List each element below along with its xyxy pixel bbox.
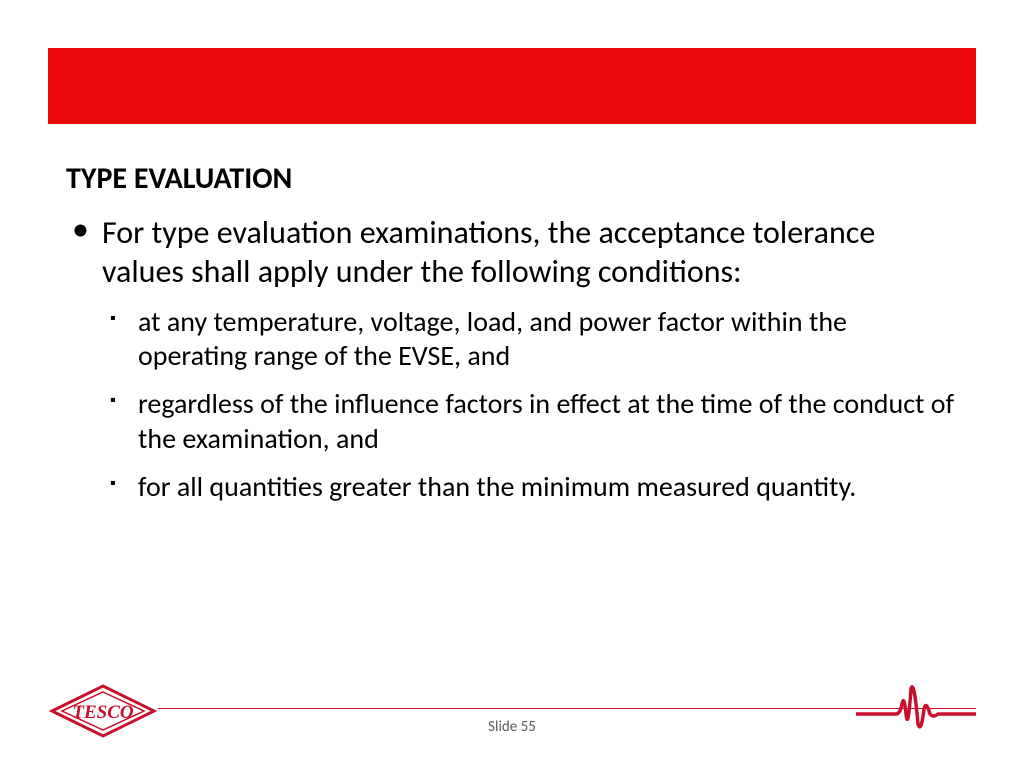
bullet-text: For type evaluation examinations, the ac… xyxy=(102,213,875,291)
sub-bullet-text: regardless of the influence factors in e… xyxy=(138,386,954,455)
sub-bullet-item: regardless of the influence factors in e… xyxy=(102,387,958,455)
sub-bullet-text: for all quantities greater than the mini… xyxy=(138,469,856,504)
sub-bullet-item: for all quantities greater than the mini… xyxy=(102,470,958,504)
slide-number: Slide 55 xyxy=(48,718,976,736)
footer: TESCO Slide 55 xyxy=(48,678,976,738)
sub-bullet-item: at any temperature, voltage, load, and p… xyxy=(102,305,958,373)
sub-bullet-text: at any temperature, voltage, load, and p… xyxy=(138,304,847,373)
footer-line xyxy=(158,708,976,709)
bullet-item: For type evaluation examinations, the ac… xyxy=(66,213,958,504)
header-bar xyxy=(48,48,976,124)
slide-title: TYPE EVALUATION xyxy=(66,160,958,197)
bullet-list: For type evaluation examinations, the ac… xyxy=(66,213,958,504)
slide: TYPE EVALUATION For type evaluation exam… xyxy=(0,0,1024,768)
content-area: TYPE EVALUATION For type evaluation exam… xyxy=(66,160,958,518)
sub-bullet-list: at any temperature, voltage, load, and p… xyxy=(102,305,958,504)
